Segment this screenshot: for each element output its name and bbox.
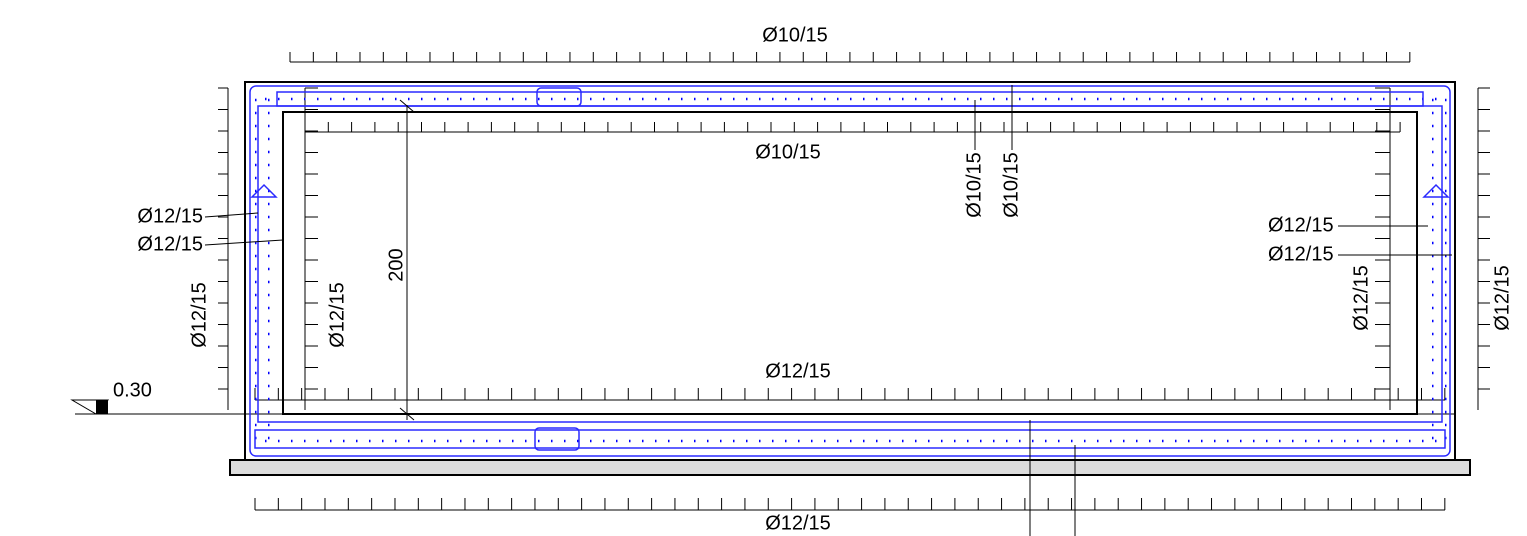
- hooks: [250, 183, 1450, 198]
- layout: [218, 52, 1490, 511]
- rebar-outer: [249, 85, 1451, 457]
- label: Ø12/15: [765, 360, 831, 382]
- label: Ø12/15: [137, 233, 203, 255]
- label: Ø12/15: [137, 205, 203, 227]
- label: Ø10/15: [755, 141, 821, 163]
- rebar-dots: [255, 97, 1447, 443]
- base-slab: [229, 459, 1471, 476]
- label: Ø10/15: [1000, 152, 1022, 218]
- label: Ø12/15: [188, 282, 210, 348]
- label: Ø10/15: [963, 152, 985, 218]
- spacer-top: [536, 87, 582, 107]
- label: Ø12/15: [1268, 243, 1334, 265]
- label: Ø12/15: [1350, 265, 1372, 331]
- leaders: [204, 85, 1452, 536]
- rebar-mid: [257, 105, 1443, 423]
- label: 0.30: [113, 379, 152, 401]
- label: Ø12/15: [765, 512, 831, 534]
- label: Ø10/15: [762, 24, 828, 46]
- level-fill: [96, 400, 108, 414]
- label: Ø12/15: [1268, 214, 1334, 236]
- label: 200: [385, 248, 407, 281]
- dimension-ticks: [399, 99, 415, 421]
- inner-wall: [282, 111, 1418, 415]
- rebar-top: [276, 91, 1424, 107]
- label: Ø12/15: [326, 282, 348, 348]
- rebar-bottom: [254, 429, 1446, 449]
- spacer-bottom: [534, 427, 580, 451]
- outer-wall: [244, 81, 1456, 461]
- tick-rows: [218, 52, 1490, 511]
- label: Ø12/15: [1491, 265, 1513, 331]
